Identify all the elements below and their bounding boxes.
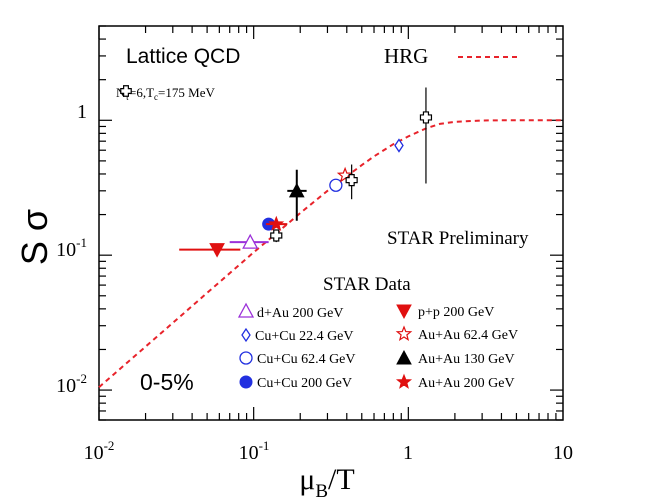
hrg-label: HRG [384, 44, 428, 68]
data-point-0 [242, 233, 259, 249]
plot-frame [98, 25, 564, 421]
x-tick-label-1: 1 [403, 442, 413, 464]
data-point-6 [288, 182, 305, 198]
data-point-1 [394, 138, 404, 153]
centrality-label: 0-5% [140, 369, 194, 395]
x-tick-label-1e-1: 10-1 [239, 438, 270, 464]
legend-label-auau-200: Au+Au 200 GeV [418, 376, 515, 391]
lattice-legend-label: Nτ=6,Tc=175 MeV [116, 85, 215, 102]
legend-marker-lattice [120, 85, 132, 97]
legend-marker-right-2 [396, 349, 412, 365]
data-point-2 [329, 178, 343, 192]
legend-label-dau-200: d+Au 200 GeV [257, 306, 343, 321]
data-points-layer [179, 87, 433, 258]
legend-marker-left-2 [239, 351, 253, 365]
hrg-curve-line [98, 119, 563, 388]
data-point-4 [209, 243, 225, 258]
lattice-qcd-title: Lattice QCD [126, 45, 240, 68]
legend-marker-right-3 [395, 373, 413, 389]
y-tick-label-1e-1: 10-1 [56, 235, 87, 261]
data-point-7 [268, 215, 285, 231]
data-point-5 [336, 166, 354, 183]
x-tick-labels: 10-2 10-1 1 10 [84, 438, 573, 464]
y-tick-label-1: 1 [77, 101, 87, 123]
lattice-point-1 [345, 174, 358, 187]
tick-marks [98, 25, 563, 421]
x-tick-label-1e-2: 10-2 [84, 438, 115, 464]
legend-marker-left-0 [237, 302, 255, 318]
legend-label-cucu-200: Cu+Cu 200 GeV [257, 376, 352, 391]
legend-label-cucu-62: Cu+Cu 62.4 GeV [257, 352, 356, 367]
legend: d+Au 200 GeV Cu+Cu 22.4 GeV Cu+Cu 62.4 G… [120, 85, 518, 391]
star-preliminary-label: STAR Preliminary [387, 228, 529, 249]
y-tick-labels: 10-2 10-1 1 [56, 101, 87, 397]
legend-label-pp-200: p+p 200 GeV [418, 305, 494, 320]
legend-label-auau-62: Au+Au 62.4 GeV [418, 328, 518, 343]
legend-marker-left-3 [239, 375, 253, 389]
legend-marker-left-1 [241, 327, 251, 343]
lattice-point-0 [270, 229, 283, 242]
x-tick-label-10: 10 [553, 442, 573, 464]
lattice-point-2 [419, 111, 433, 124]
legend-label-cucu-22: Cu+Cu 22.4 GeV [255, 329, 354, 344]
y-axis-label: S σ [14, 209, 55, 265]
legend-marker-right-0 [396, 304, 412, 320]
legend-label-auau-130: Au+Au 130 GeV [418, 352, 515, 367]
y-tick-label-1e-2: 10-2 [56, 371, 87, 397]
legend-marker-right-1 [395, 325, 413, 342]
star-data-title: STAR Data [323, 274, 411, 295]
hrg-curve-layer [98, 119, 563, 388]
x-axis-label: μB/T [299, 463, 354, 501]
